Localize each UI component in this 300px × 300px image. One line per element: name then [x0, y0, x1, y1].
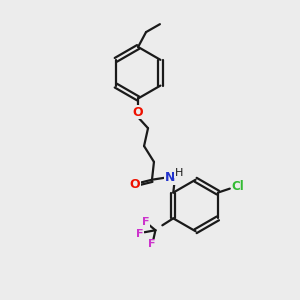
Text: O: O: [133, 106, 143, 119]
Text: O: O: [130, 178, 140, 191]
Text: F: F: [148, 239, 155, 249]
Text: F: F: [142, 217, 149, 227]
Text: Cl: Cl: [231, 180, 244, 193]
Text: F: F: [136, 229, 143, 239]
Text: N: N: [165, 171, 175, 184]
Text: H: H: [175, 168, 183, 178]
